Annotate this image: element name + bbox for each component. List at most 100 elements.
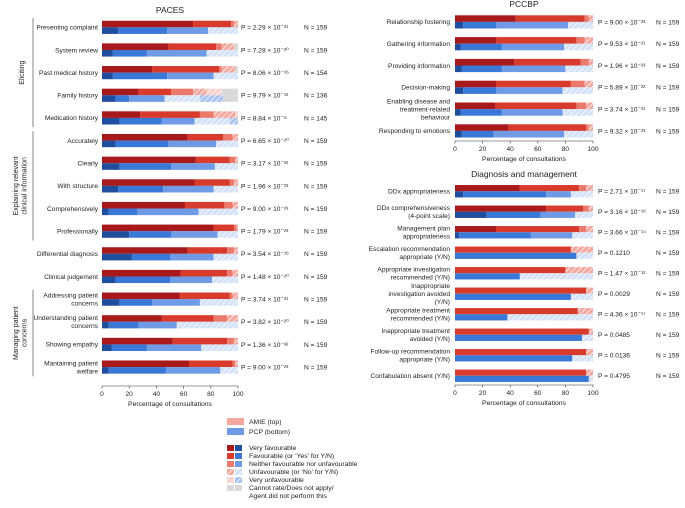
p-value: P = 1.36 × 10⁻³² [241,342,289,349]
amie-segment [168,43,217,50]
pcp-segment [201,344,238,352]
pcp-segment [214,163,238,170]
p-value: P = 9.00 × 10⁻²³ [241,364,289,371]
amie-segment [455,287,587,294]
pcp-segment [570,191,593,198]
amie-segment [140,111,200,118]
n-value: N = 159 [304,251,328,258]
pcp-segment [572,355,593,362]
n-value: N = 159 [304,229,328,236]
pcp-segment [501,109,563,116]
amie-segment [579,226,587,233]
amie-segment [184,201,225,209]
legend-item-label: Very unfavourable [249,477,304,484]
amie-segment [227,315,238,322]
pcp-segment [165,367,221,374]
amie-segment [576,102,587,110]
row: DDx appropriateness P = 2.71 × 10⁻¹⁷ N = 1… [388,185,680,198]
n-value: N = 159 [656,63,680,70]
pcp-segment [564,130,593,138]
amie-segment [496,80,571,88]
amie-segment [221,88,238,96]
pcp-segment [540,211,576,218]
p-value: P = 0.0485 [598,332,630,339]
pcp-segment [455,232,460,239]
amie-segment [102,360,190,368]
row: Appropriate treatment recommended (Y/N) P … [386,308,679,323]
amie-segment [102,156,196,164]
pcp-segment [167,27,209,34]
amie-segment [579,185,587,192]
row-label: Medication history [45,115,99,122]
p-value: P = 3.66 × 10⁻¹⁴ [598,230,646,237]
n-value: N = 159 [304,364,328,371]
amie-segment [455,328,589,335]
p-value: P = 1.96 × 10⁻²³ [598,63,646,70]
amie-segment [194,179,230,186]
pcp-segment [138,321,177,329]
row: Clinical judgement P = 1.48 × 10⁻²⁰ N = 15… [44,269,328,284]
pcp-segment [216,140,238,148]
pcp-segment [102,299,120,306]
row-label: Clearly [77,161,98,168]
legend-item-label: Unfavourable (or ‘No’ for Y/N) [249,469,338,476]
amie-segment [584,37,593,44]
amie-segment [576,37,585,44]
amie-segment [588,58,593,66]
pcp-segment [460,109,502,116]
pcp-segment [570,293,593,300]
pcp-segment [455,293,571,300]
amie-segment [233,337,238,345]
pcp-segment [461,65,502,73]
row-label: Mantaining patient welfare [44,360,98,375]
amie-segment [586,349,593,356]
pcp-segment [455,314,508,321]
row-label: Comprehensively [47,206,99,213]
amie-segment [179,292,230,300]
pcp-segment [220,367,238,374]
p-value: P = 9.53 × 10⁻²¹ [598,41,646,48]
pcp-segment [108,208,138,216]
pcp-segment [455,21,464,29]
amie-segment [102,111,141,118]
p-value: P = 7.28 × 10⁻²⁰ [241,47,289,54]
pcp-segment [455,65,462,73]
pcp-segment [461,130,494,138]
n-value: N = 159 [304,25,328,32]
amie-segment [577,308,593,315]
row-label: Presenting complaint [36,25,98,32]
pcp-segment [213,253,238,261]
amie-segment [588,205,593,212]
p-value: P = 1.47 × 10⁻¹² [598,271,646,278]
row: Medication history P = 8.84 × 10⁻⁶ N = 145 [45,111,328,125]
amie-segment [229,156,236,164]
legend-item-label: Neither favourable nor unfavourable [249,461,358,468]
amie-segment [455,185,520,192]
amie-segment [171,88,194,96]
pcp-segment [176,321,238,329]
row-label: Management plan appropriateness [397,226,450,241]
panel-1: PCCBP Relationship fostering P = 9.00 × 10… [379,0,680,163]
pcp-segment [129,95,165,102]
row-label: Appropriate treatment recommended (Y/N) [386,308,450,323]
p-value: P = 9.79 × 10⁻¹² [241,93,289,100]
row: Inappropriate treatment avoided (Y/N) P = … [381,328,679,343]
pcp-segment [486,211,541,218]
amie-segment [455,349,587,356]
amie-segment [138,88,172,96]
panel-title: Diagnosis and management [471,169,577,179]
amie-segment [588,328,593,335]
pcp-segment [576,252,593,259]
x-tick-label: 20 [479,390,487,397]
x-tick-label: 60 [534,146,542,153]
pcp-segment [102,95,116,102]
amie-segment [232,269,238,277]
amie-segment [216,43,222,50]
pcp-segment [102,140,116,148]
pcp-segment [102,367,109,374]
pcp-segment [455,273,520,280]
pcp-segment [102,27,119,34]
row-label: Addressing patient concerns [43,292,98,307]
row-label: Providing information [388,63,450,70]
x-axis-title: Percentage of consultations [482,156,566,163]
